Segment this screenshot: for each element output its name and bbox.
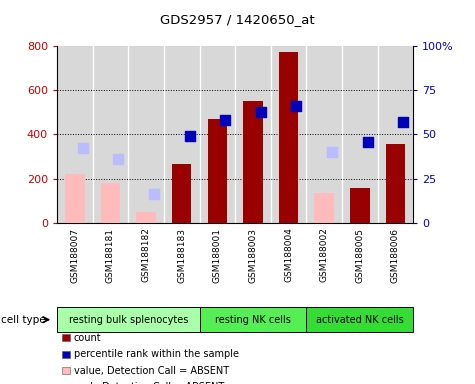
Bar: [172, 164, 191, 223]
Point: [399, 119, 407, 125]
Text: cell type: cell type: [1, 314, 46, 325]
Text: percentile rank within the sample: percentile rank within the sample: [74, 349, 238, 359]
Text: GDS2957 / 1420650_at: GDS2957 / 1420650_at: [160, 13, 315, 26]
Bar: [279, 51, 298, 223]
Text: resting bulk splenocytes: resting bulk splenocytes: [68, 314, 188, 325]
Bar: [314, 193, 334, 223]
Text: value, Detection Call = ABSENT: value, Detection Call = ABSENT: [74, 366, 229, 376]
Bar: [101, 183, 120, 223]
Point: [186, 132, 193, 139]
Point: [114, 156, 122, 162]
Bar: [208, 119, 227, 223]
Text: count: count: [74, 333, 101, 343]
Bar: [136, 212, 156, 223]
Bar: [65, 174, 85, 223]
Text: activated NK cells: activated NK cells: [316, 314, 404, 325]
Text: resting NK cells: resting NK cells: [215, 314, 291, 325]
Point: [293, 103, 300, 109]
Point: [79, 145, 86, 151]
Point: [257, 109, 265, 115]
Bar: [350, 189, 370, 223]
Text: rank, Detection Call = ABSENT: rank, Detection Call = ABSENT: [74, 382, 224, 384]
Point: [364, 139, 371, 145]
Point: [328, 149, 336, 155]
Bar: [243, 101, 263, 223]
Bar: [386, 144, 405, 223]
Point: [150, 191, 158, 197]
Point: [221, 117, 229, 123]
